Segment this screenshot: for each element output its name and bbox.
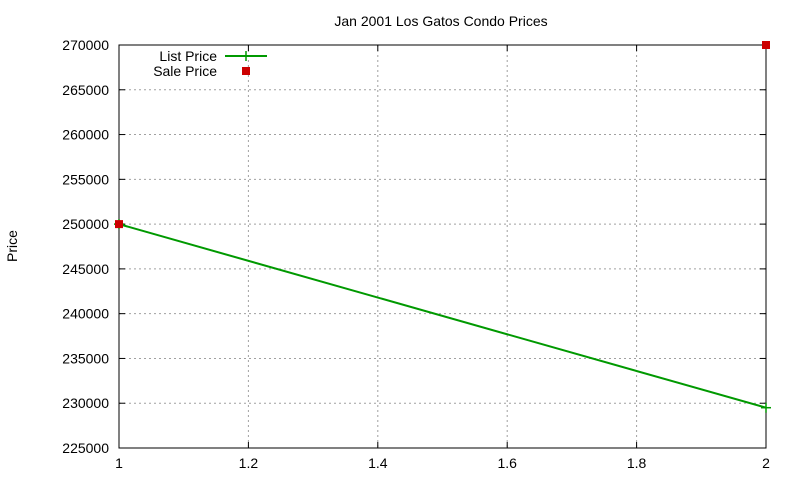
legend-label: List Price	[159, 48, 217, 64]
y-tick-label: 270000	[62, 37, 109, 53]
legend-square-marker	[242, 67, 250, 75]
y-tick-label: 265000	[62, 82, 109, 98]
series-layer	[114, 41, 771, 413]
y-tick-label: 260000	[62, 127, 109, 143]
x-tick-label: 2	[762, 455, 770, 471]
sale-price-point	[115, 220, 123, 229]
legend-label: Sale Price	[153, 63, 217, 79]
sale-price-point	[762, 41, 770, 49]
axes: 1 1.2 1.4 1.6 1.8 2 225000 230000 235000 240000 24…	[62, 37, 770, 471]
plot-frame	[118, 44, 767, 449]
y-tick-label: 225000	[62, 440, 109, 456]
y-tick-label: 250000	[62, 216, 109, 232]
chart-title: Jan 2001 Los Gatos Condo Prices	[334, 13, 547, 29]
x-tick-label: 1.4	[368, 455, 388, 471]
y-tick-label: 235000	[62, 350, 109, 366]
x-tick-label: 1.6	[497, 455, 517, 471]
x-tick-label: 1.8	[627, 455, 647, 471]
grid	[118, 44, 767, 449]
list-price-point	[761, 402, 771, 413]
y-tick-label: 245000	[62, 261, 109, 277]
y-tick-label: 255000	[62, 171, 109, 187]
y-axis-label: Price	[4, 230, 20, 262]
y-tick-label: 240000	[62, 306, 109, 322]
x-tick-label: 1	[115, 455, 123, 471]
x-tick-label: 1.2	[239, 455, 259, 471]
y-tick-label: 230000	[62, 395, 109, 411]
list-price-line	[118, 223, 767, 409]
